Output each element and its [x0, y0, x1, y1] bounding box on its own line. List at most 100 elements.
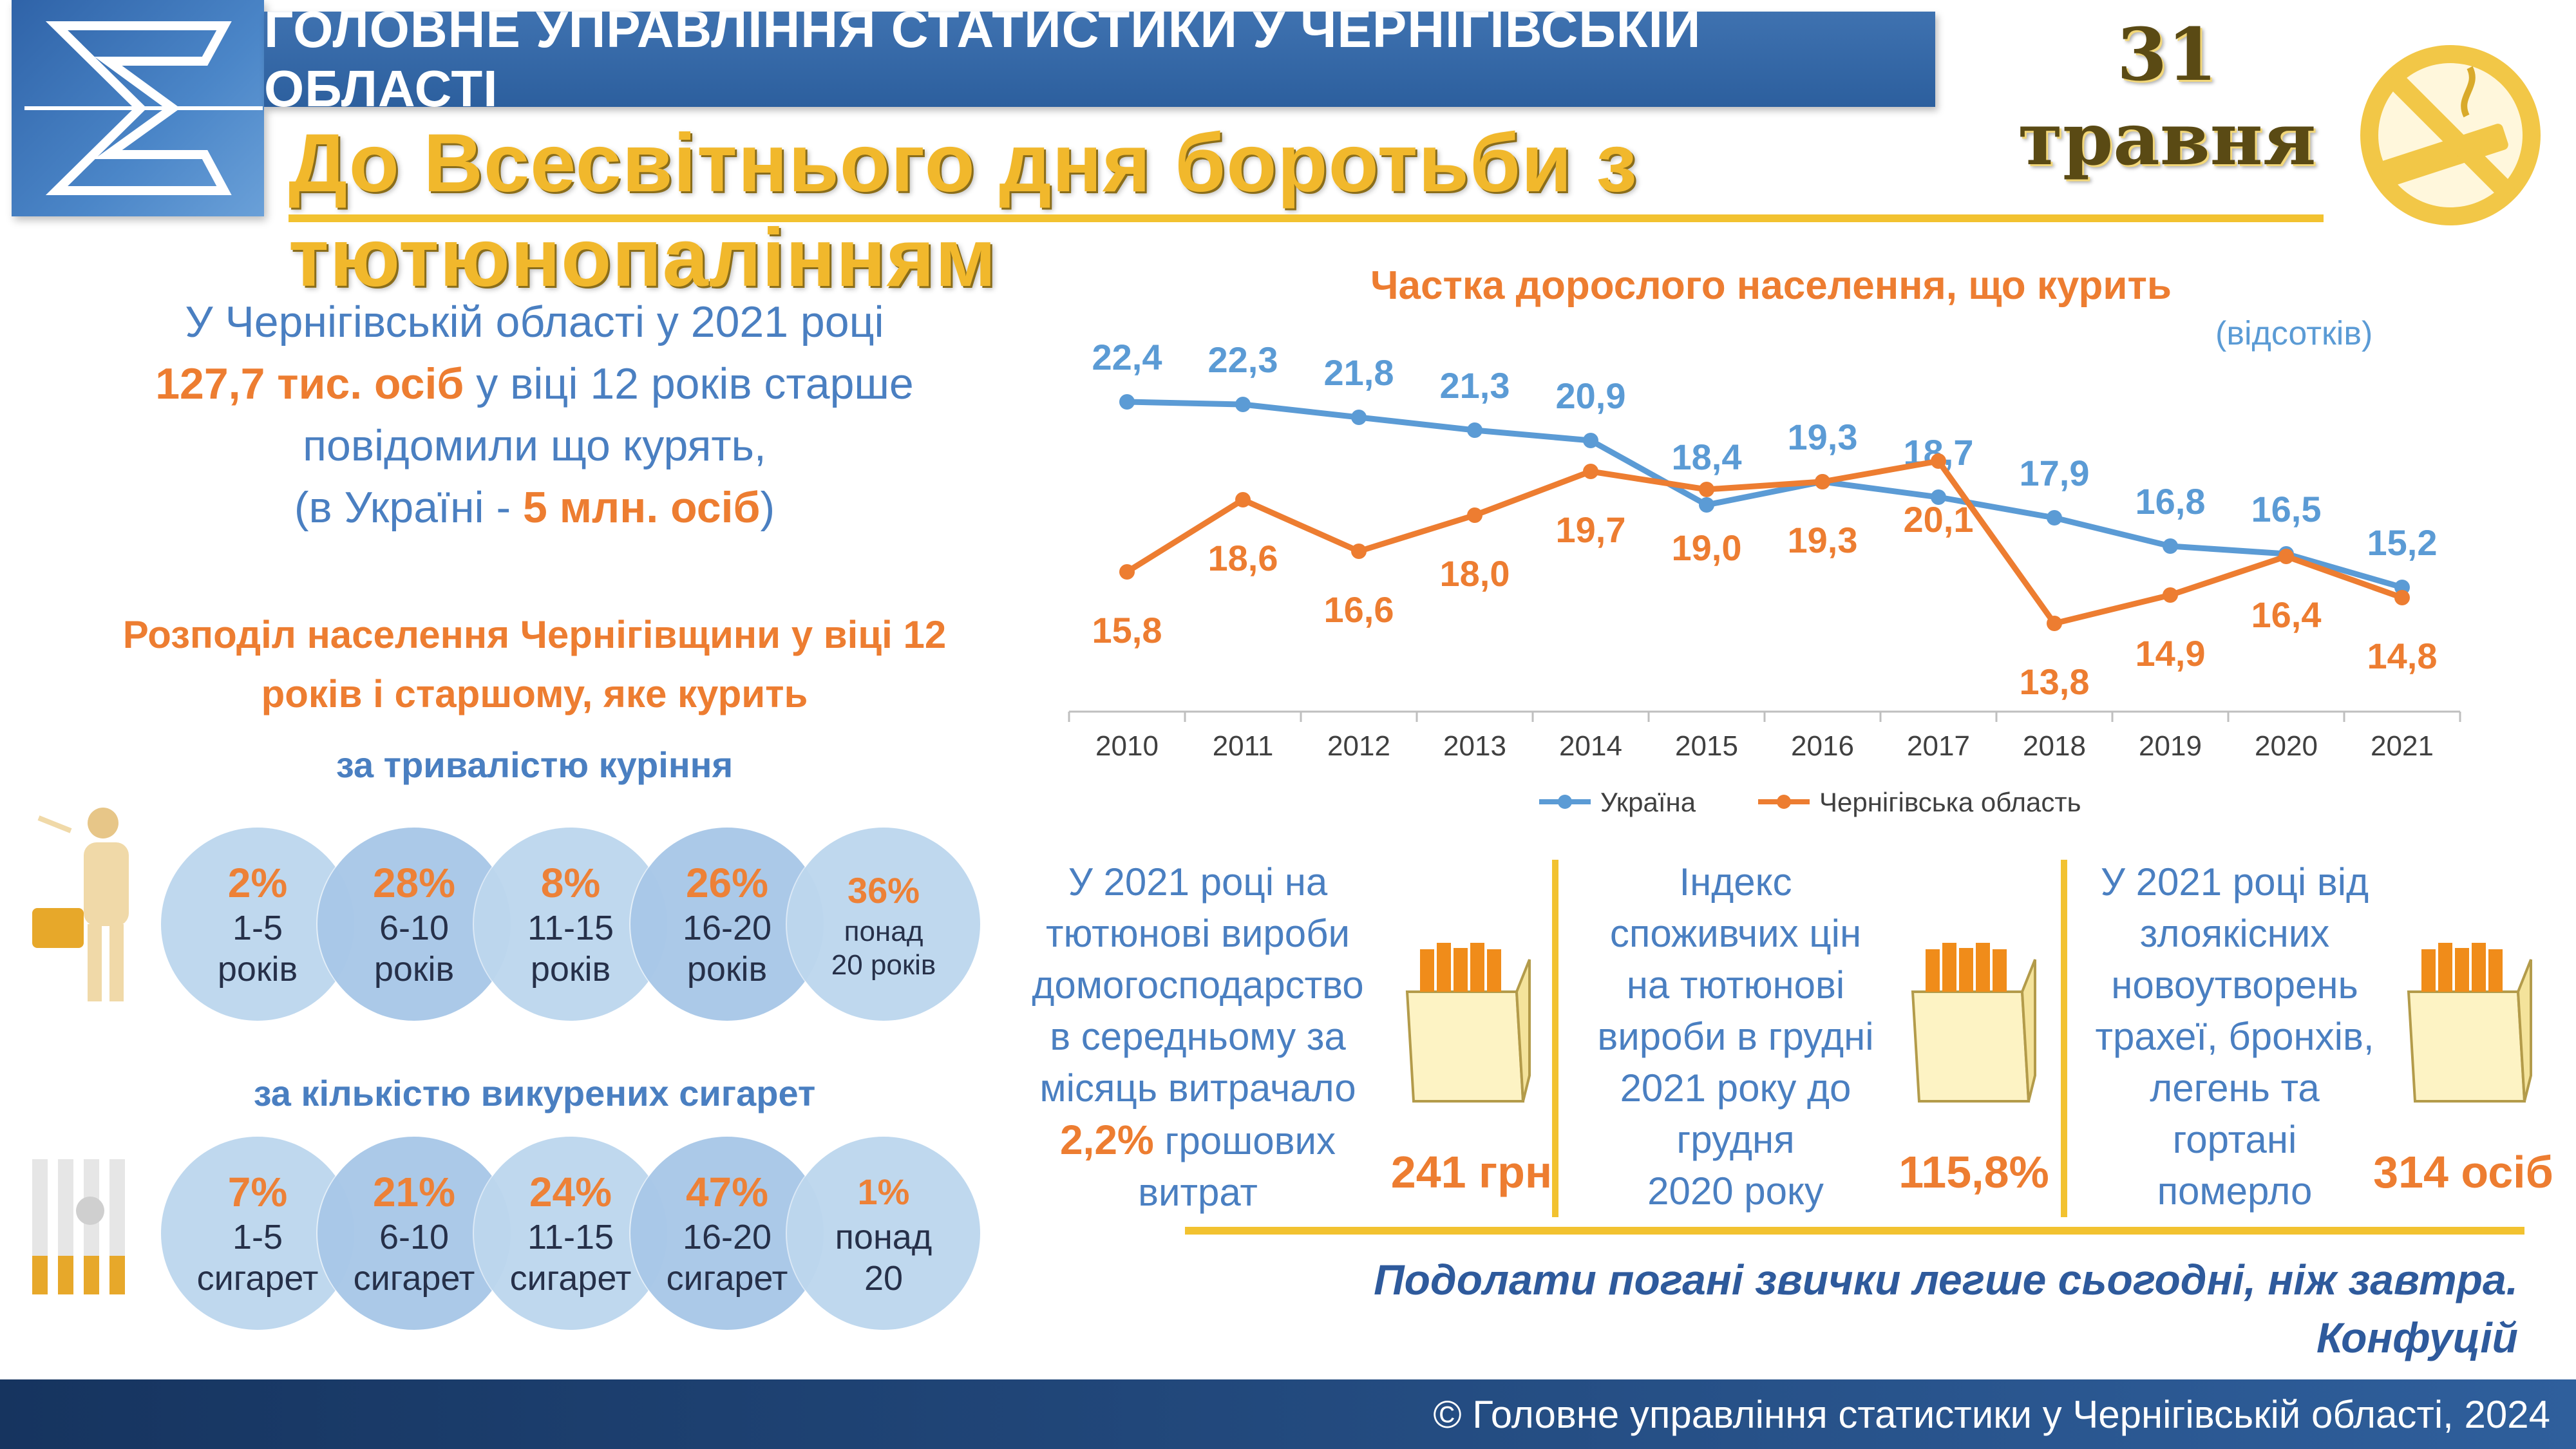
- quote-author: Конфуцій: [2316, 1314, 2518, 1361]
- data-point: [1583, 464, 1598, 479]
- duration-label: років: [374, 950, 455, 989]
- data-label: 14,8: [2367, 636, 2438, 676]
- x-tick-label: 2010: [1095, 730, 1159, 762]
- legend-label: Україна: [1600, 787, 1696, 817]
- data-point: [1931, 453, 1946, 469]
- data-point: [1699, 482, 1714, 497]
- fact-line: споживчих цін: [1609, 912, 1862, 955]
- duration-label: років: [687, 950, 768, 989]
- fact-line: вироби в грудні: [1597, 1015, 1874, 1058]
- data-point: [1235, 492, 1251, 507]
- data-point: [1119, 394, 1135, 410]
- fact-line: новоутворень: [2111, 963, 2358, 1007]
- data-label: 14,9: [2136, 633, 2206, 674]
- x-tick-label: 2017: [1907, 730, 1970, 762]
- quote: Подолати погані звички легше сьогодні, н…: [1159, 1251, 2518, 1367]
- data-point: [1351, 544, 1367, 559]
- data-point: [1467, 507, 1482, 523]
- fact-line: У 2021 році на: [1068, 860, 1328, 904]
- fact-line: 2020 року: [1647, 1170, 1824, 1213]
- duration-label: 6-10: [379, 909, 450, 947]
- duration-label: 16-20: [682, 909, 772, 947]
- duration-circle: 28% 6-10 років: [317, 828, 511, 1021]
- duration-pct: 28%: [372, 860, 456, 906]
- x-tick-label: 2011: [1213, 730, 1274, 762]
- x-tick-label: 2021: [2371, 730, 2434, 762]
- fact-line: 2,2% грошових: [1005, 1114, 1391, 1167]
- spending-share: 2,2%: [1059, 1117, 1154, 1163]
- line-chart: 2010 2011 2012 2013 2014 2015 2016 2017 2018 2019…: [1068, 337, 2461, 817]
- divider: [1552, 860, 1558, 1217]
- fact-cpi-value: 115,8%: [1899, 1147, 2049, 1197]
- distribution-title: Розподіл населення Чернігівщини у віці 1…: [122, 613, 947, 715]
- fact-spending-text: У 2021 році на тютюнові вироби домогоспо…: [1005, 857, 1391, 1218]
- x-tick-label: 2013: [1443, 730, 1506, 762]
- duration-pct: 8%: [540, 860, 601, 906]
- page-title: До Всесвітнього дня боротьби з тютюнопал…: [289, 117, 1638, 304]
- data-point: [2163, 538, 2178, 554]
- title-underline: [289, 214, 2324, 222]
- x-tick-label: 2020: [2255, 730, 2318, 762]
- data-label: 18,0: [1440, 553, 1510, 594]
- data-point: [2394, 590, 2410, 605]
- data-label: 16,4: [2251, 594, 2322, 635]
- count-circle: 1% понад 20: [787, 1137, 980, 1330]
- legend-label: Чернігівська область: [1819, 787, 2081, 817]
- count-pct: 47%: [685, 1169, 769, 1215]
- fact-line: Індекс: [1679, 860, 1792, 904]
- ukraine-prefix: (в Україні -: [294, 483, 511, 532]
- fact-cpi-text: Індекс споживчих цін на тютюнові вироби …: [1571, 857, 1900, 1217]
- data-point: [1235, 397, 1251, 412]
- data-label: 16,5: [2251, 489, 2322, 529]
- data-point: [1583, 433, 1598, 448]
- agency-banner: ГОЛОВНЕ УПРАВЛІННЯ СТАТИСТИКИ У ЧЕРНІГІВ…: [264, 1, 1935, 117]
- data-label: 19,7: [1556, 509, 1626, 550]
- count-pct: 1%: [857, 1171, 910, 1212]
- x-tick-label: 2018: [2023, 730, 2086, 762]
- data-point: [1467, 422, 1482, 438]
- fact-deaths-text: У 2021 році від злоякісних новоутворень …: [2074, 857, 2396, 1217]
- sigma-icon: [24, 21, 263, 195]
- data-point: [2047, 616, 2062, 631]
- smokers-count: 127,7 тис. осіб: [155, 359, 464, 408]
- fact-line: У 2021 році від: [2100, 860, 2369, 904]
- duration-pct: 36%: [847, 870, 920, 911]
- duration-label: 11-15: [527, 909, 614, 947]
- fact-line: гортані: [2172, 1118, 2297, 1161]
- ukraine-smokers: 5 млн. осіб: [523, 483, 761, 532]
- data-label: 16,8: [2136, 481, 2206, 522]
- cigarette-pack-icon: [1900, 914, 2041, 1111]
- data-label: 21,3: [1440, 365, 1510, 406]
- fact-line: легень та: [2150, 1066, 2320, 1110]
- data-label: 15,8: [1092, 610, 1162, 650]
- duration-label: 20 років: [831, 949, 936, 981]
- duration-pct: 2%: [227, 860, 288, 906]
- count-pct: 7%: [227, 1169, 288, 1215]
- fact-line: в середньому за: [1050, 1015, 1346, 1058]
- intro-age-text: у віці 12 років старше: [476, 359, 914, 408]
- ukraine-series-line: [1126, 399, 2403, 591]
- quote-text: Подолати погані звички легше сьогодні, н…: [1374, 1256, 2518, 1303]
- legend-marker: [1558, 795, 1572, 809]
- data-label: 20,1: [1904, 499, 1974, 540]
- data-label: 20,9: [1556, 375, 1626, 416]
- count-label: сигарет: [666, 1259, 788, 1298]
- x-tick-label: 2014: [1559, 730, 1622, 762]
- intro-text: У Чернігівській області у 2021 році 127,…: [103, 291, 966, 538]
- count-subtitle: за кількістю викурених сигарет: [253, 1073, 816, 1113]
- count-label: сигарет: [353, 1259, 475, 1298]
- count-label: 6-10: [379, 1218, 450, 1256]
- count-label: 16-20: [682, 1218, 772, 1256]
- intro-line-3: повідомили що курять,: [303, 421, 766, 470]
- data-label: 17,9: [2020, 453, 2090, 493]
- count-label: 20: [864, 1259, 904, 1298]
- data-label: 15,2: [2367, 522, 2438, 563]
- event-date: 31 травня: [2018, 13, 2316, 182]
- count-circle: 47% 16-20 сигарет: [630, 1137, 824, 1330]
- fact-line: місяць витрачало: [1039, 1066, 1356, 1110]
- intro-line-4: (в Україні - 5 млн. осіб): [103, 477, 966, 538]
- count-label: 11-15: [527, 1218, 614, 1256]
- intro-line-1: У Чернігівській області у 2021 році: [185, 298, 884, 346]
- legend-marker: [1777, 795, 1791, 809]
- fact-deaths-value: 314 осіб: [2373, 1147, 2553, 1197]
